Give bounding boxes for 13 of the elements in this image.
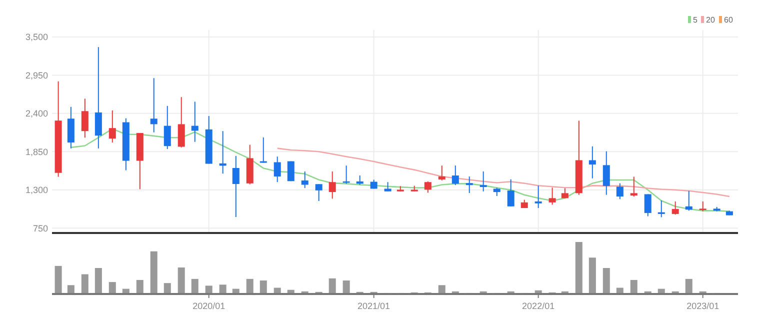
y-tick-label: 2,950	[25, 70, 48, 80]
x-tick-label: 2023/01	[686, 301, 720, 311]
y-tick-label: 1,850	[25, 146, 48, 157]
y-tick-label: 3,500	[25, 32, 48, 42]
x-tick-label: 2021/01	[358, 301, 390, 311]
y-tick-label: 2,400	[25, 108, 48, 119]
legend-label: 5	[693, 16, 698, 25]
y-tick-label: 750	[32, 223, 48, 234]
legend-label: 60	[724, 16, 734, 25]
y-tick-label: 1,300	[25, 185, 48, 196]
legend-label: 20	[706, 16, 716, 25]
x-tick-label: 2020/01	[192, 301, 226, 311]
x-tick-label: 2022/01	[522, 301, 555, 311]
